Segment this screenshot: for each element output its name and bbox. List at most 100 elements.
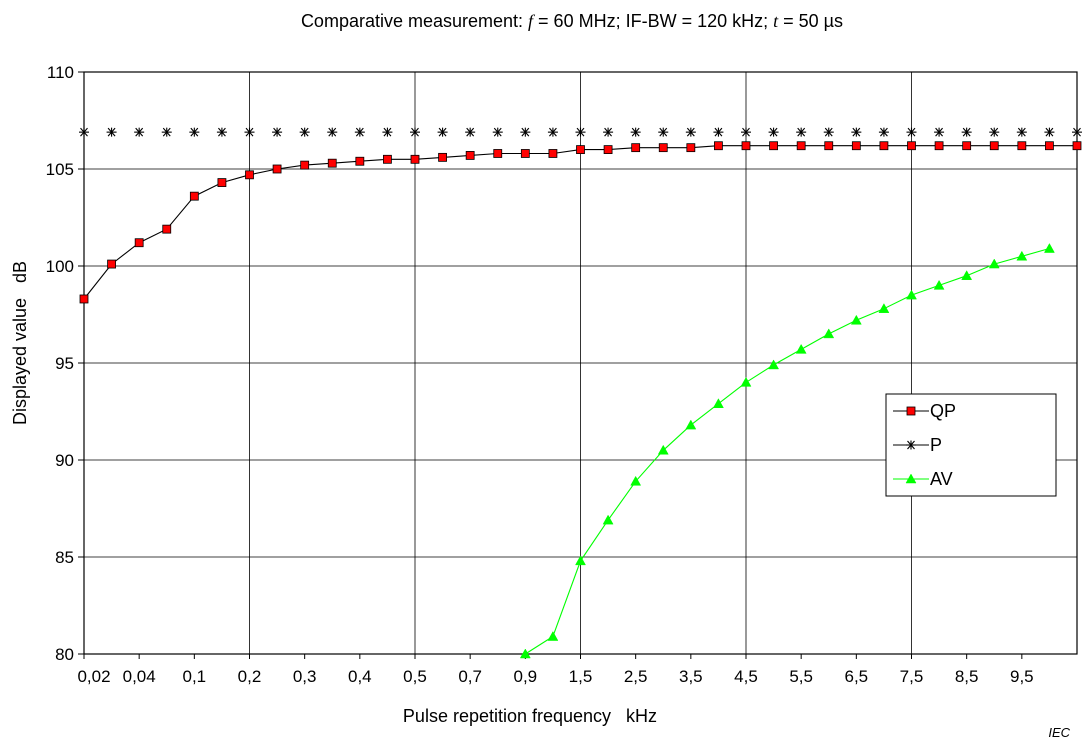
data-point-p <box>1016 127 1027 137</box>
y-tick-label: 100 <box>46 257 74 276</box>
chart-title-f-value: = 60 MHz; IF-BW = 120 kHz; <box>533 11 773 31</box>
data-point-qp <box>879 141 889 151</box>
legend-entry-p: P <box>893 435 942 455</box>
series-line-av <box>525 247 1050 655</box>
grid <box>84 72 1077 654</box>
data-point-qp <box>107 259 116 269</box>
legend-entry-qp: QP <box>893 401 956 421</box>
data-point-p <box>354 127 365 137</box>
data-point-av <box>795 343 807 354</box>
data-point-p <box>1072 127 1082 137</box>
data-point-qp <box>438 152 447 162</box>
data-point-qp <box>851 141 861 151</box>
x-tick-label: 0,3 <box>293 667 317 686</box>
data-point-qp <box>686 143 696 153</box>
data-point-p <box>658 127 669 137</box>
data-point-qp <box>658 143 668 153</box>
data-point-qp <box>79 294 89 304</box>
legend-label: P <box>930 435 942 455</box>
data-point-p <box>1044 127 1055 137</box>
data-point-p <box>465 127 476 137</box>
data-point-p <box>382 127 393 137</box>
y-axis-label: Displayed value dB <box>10 261 30 425</box>
x-axis-label: Pulse repetition frequency kHz <box>403 706 657 726</box>
data-point-av <box>768 359 780 370</box>
data-point-av <box>657 444 669 455</box>
data-point-qp <box>741 141 751 151</box>
data-point-qp <box>383 154 392 164</box>
data-point-qp <box>714 141 723 151</box>
chart-title-t-symbol: t <box>773 11 779 31</box>
data-point-qp <box>603 145 613 155</box>
data-point-qp <box>631 143 641 153</box>
data-point-qp <box>520 149 530 158</box>
data-point-qp <box>410 154 420 164</box>
x-tick-label: 3,5 <box>679 667 703 686</box>
data-point-av <box>519 648 531 659</box>
data-point-qp <box>907 141 916 151</box>
data-point-av <box>850 314 862 325</box>
legend-marker <box>905 473 917 484</box>
data-point-av <box>547 631 559 641</box>
data-point-p <box>989 127 1000 137</box>
legend-entry-av: AV <box>893 469 953 489</box>
data-point-qp <box>217 178 227 187</box>
x-tick-label: 0,1 <box>183 667 207 686</box>
data-point-av <box>988 258 1000 269</box>
data-point-p <box>796 127 807 137</box>
x-tick-label: 9,5 <box>1010 667 1034 686</box>
x-tick-label: 0,5 <box>403 667 427 686</box>
data-point-p <box>878 127 889 137</box>
data-point-p <box>685 127 696 137</box>
series-qp <box>79 141 1082 304</box>
y-axis: 80 85 90 95 100 105 110 <box>46 63 84 664</box>
data-point-av <box>630 475 642 486</box>
data-point-qp <box>548 149 558 158</box>
data-point-p <box>741 127 751 137</box>
data-point-p <box>134 127 145 137</box>
data-point-p <box>216 127 227 137</box>
data-point-qp <box>1072 141 1082 151</box>
data-point-qp <box>824 141 834 151</box>
data-point-qp <box>1017 141 1027 151</box>
data-point-p <box>437 127 448 137</box>
data-point-qp <box>245 170 254 180</box>
x-tick-label: 5,5 <box>789 667 813 686</box>
series-av <box>519 243 1055 659</box>
chart-title: Comparative measurement: f = 60 MHz; IF-… <box>301 11 843 31</box>
chart-title-prefix: Comparative measurement: <box>301 11 528 31</box>
data-point-p <box>410 127 420 137</box>
data-point-p <box>79 127 89 137</box>
data-point-qp <box>796 141 806 151</box>
data-point-p <box>327 127 338 137</box>
data-point-av <box>685 419 697 430</box>
data-point-av <box>602 514 614 525</box>
data-point-p <box>161 127 172 137</box>
data-point-qp <box>162 224 172 234</box>
x-tick-label: 8,5 <box>955 667 979 686</box>
x-tick-label: 0,7 <box>458 667 482 686</box>
data-point-p <box>244 127 255 137</box>
data-point-qp <box>300 160 310 170</box>
legend-label: AV <box>930 469 953 489</box>
data-point-qp <box>769 141 778 151</box>
y-tick-label: 85 <box>55 548 74 567</box>
data-point-p <box>713 127 724 137</box>
data-point-av <box>712 398 724 408</box>
data-point-qp <box>934 141 944 151</box>
x-tick-label: 0,9 <box>514 667 538 686</box>
data-point-av <box>1016 250 1028 261</box>
data-point-p <box>575 127 586 137</box>
data-point-p <box>934 127 945 137</box>
data-point-p <box>823 127 834 137</box>
data-point-av <box>878 303 890 313</box>
y-tick-label: 105 <box>46 160 74 179</box>
x-tick-label: 4,5 <box>734 667 758 686</box>
data-point-p <box>299 127 310 137</box>
x-tick-label: 0,4 <box>348 667 372 686</box>
iec-watermark: IEC <box>1048 725 1070 740</box>
x-tick-label: 2,5 <box>624 667 648 686</box>
legend-marker <box>906 406 916 416</box>
y-tick-label: 95 <box>55 354 74 373</box>
data-point-qp <box>493 149 503 158</box>
